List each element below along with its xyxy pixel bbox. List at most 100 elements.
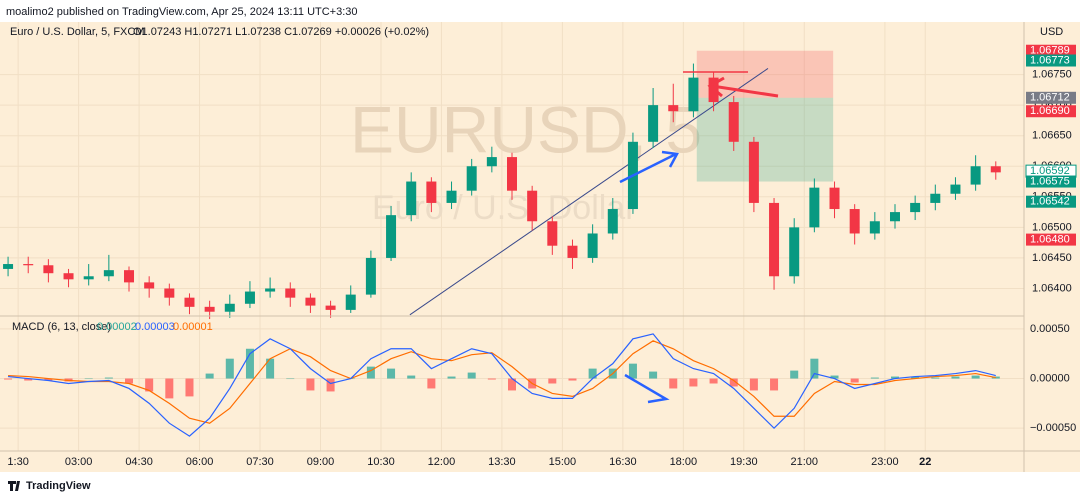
x-tick-label: 15:00 xyxy=(549,456,577,468)
x-tick-label: 07:30 xyxy=(246,456,274,468)
x-tick-label: 22 xyxy=(919,456,931,468)
x-tick-label: 03:00 xyxy=(65,456,93,468)
candle-body xyxy=(607,209,618,234)
histogram-bar xyxy=(669,378,678,389)
histogram-bar xyxy=(225,358,234,379)
candle-body xyxy=(829,187,840,210)
candle-body xyxy=(224,303,235,312)
histogram-bar xyxy=(830,375,839,379)
axes: 1.064001.064501.065001.065501.066001.066… xyxy=(7,44,1077,468)
histogram-bar xyxy=(447,376,456,379)
y-tick-label: 1.06750 xyxy=(1032,68,1072,80)
candle-body xyxy=(990,166,1001,173)
candle-body xyxy=(668,105,679,112)
histogram-bar xyxy=(870,377,879,379)
candle-body xyxy=(305,297,316,306)
candle-body xyxy=(809,187,820,228)
price-badge-label: 1.06480 xyxy=(1030,234,1070,246)
histogram-bar xyxy=(306,378,315,391)
histogram-bar xyxy=(387,368,396,379)
candle-body xyxy=(930,193,941,203)
histogram-bar xyxy=(850,378,859,383)
price-badge-label: 1.06773 xyxy=(1030,54,1070,66)
candle-body xyxy=(728,102,739,142)
candle-body xyxy=(527,190,538,222)
footer: TradingView xyxy=(26,480,91,492)
arrow-head xyxy=(707,76,725,98)
histogram-bar xyxy=(125,378,134,384)
histogram-bar xyxy=(911,376,920,379)
histogram-bar xyxy=(185,378,194,397)
histogram-bar xyxy=(770,378,779,391)
histogram-bar xyxy=(4,378,13,380)
candle-body xyxy=(204,306,215,312)
histogram-bar xyxy=(890,376,899,379)
histogram-bar xyxy=(245,348,254,379)
candle-body xyxy=(144,282,155,289)
histogram-bar xyxy=(548,378,557,384)
histogram-bar xyxy=(145,378,154,392)
price-badge-label: 1.06789 xyxy=(1030,45,1070,57)
candle-body xyxy=(426,181,437,203)
candle-body xyxy=(164,288,175,298)
histogram-bar xyxy=(326,378,335,392)
price-badge xyxy=(1026,195,1076,208)
x-tick-label: 09:00 xyxy=(307,456,335,468)
candle-body xyxy=(748,141,759,203)
histogram-bar xyxy=(689,378,698,387)
candle-body xyxy=(406,181,417,216)
x-tick-label: 1:30 xyxy=(7,456,28,468)
macd-legend-value: 0.00001 xyxy=(173,321,213,333)
candle-body xyxy=(889,212,900,222)
histogram-bar xyxy=(649,371,658,379)
histogram-bar xyxy=(24,378,33,381)
y-tick-label: 0.00050 xyxy=(1030,323,1070,335)
target-zone xyxy=(696,97,834,182)
logo xyxy=(8,481,20,491)
y-tick-label: 1.06400 xyxy=(1032,282,1072,294)
histogram-bar xyxy=(628,363,637,379)
price-badge xyxy=(1026,44,1076,57)
macd-line xyxy=(8,333,996,437)
candle-body xyxy=(486,157,497,167)
header: moalimo2 published on TradingView.com, A… xyxy=(6,6,358,18)
candle-body xyxy=(950,184,961,194)
x-tick-label: 04:30 xyxy=(125,456,153,468)
candle-body xyxy=(103,270,114,277)
symbol: Euro / U.S. Dollar, 5, FXCM xyxy=(10,26,144,38)
candle-body xyxy=(849,209,860,234)
arrow-head xyxy=(661,150,679,168)
candle-body xyxy=(567,245,578,258)
candle-body xyxy=(789,227,800,277)
price-badge xyxy=(1026,54,1076,67)
candle-body xyxy=(285,288,296,298)
candle-body xyxy=(648,105,659,142)
histogram-bar xyxy=(588,368,597,379)
macd-title: MACD (6, 13, close) xyxy=(12,321,111,333)
candle-body xyxy=(910,202,921,213)
candle-body xyxy=(446,190,457,203)
price-badge-label: 1.06592 xyxy=(1030,165,1070,177)
histogram-bar xyxy=(84,378,93,380)
candle-body xyxy=(83,276,94,280)
candle-body xyxy=(365,257,376,295)
candle-body xyxy=(124,270,135,283)
price-badge xyxy=(1026,105,1076,118)
histogram-bar xyxy=(266,358,275,379)
x-tick-label: 18:00 xyxy=(670,456,698,468)
histogram-bar xyxy=(104,377,113,379)
arrow xyxy=(624,373,670,404)
candle-body xyxy=(970,166,981,185)
candle-body xyxy=(547,221,558,246)
candle-body xyxy=(688,77,699,112)
histogram-bar xyxy=(709,378,718,384)
candle-body xyxy=(386,215,397,258)
candle-body xyxy=(184,297,195,307)
price-badge xyxy=(1026,175,1076,188)
y-tick-label: −0.00050 xyxy=(1030,422,1076,434)
y-tick-label: 1.06650 xyxy=(1032,130,1072,142)
macd-legend-value: 0.00003 xyxy=(135,321,175,333)
price-badge xyxy=(1026,91,1076,104)
x-tick-label: 06:00 xyxy=(186,456,214,468)
